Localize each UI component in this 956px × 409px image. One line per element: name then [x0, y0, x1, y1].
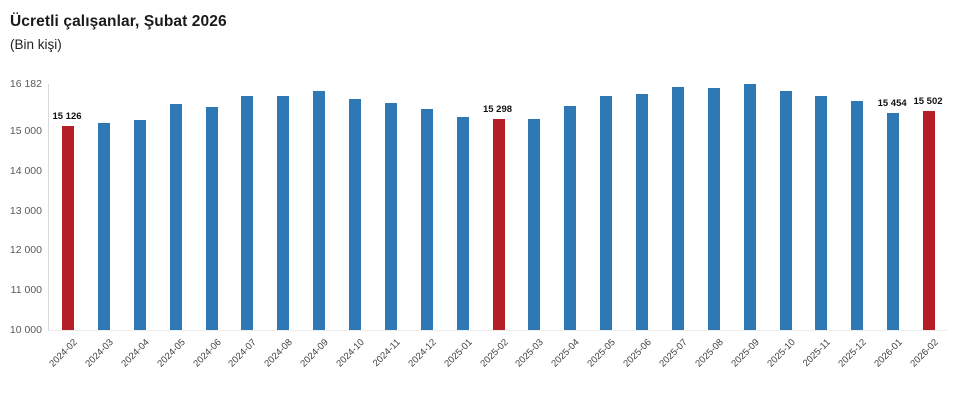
- y-tick-label: 16 182: [9, 78, 42, 90]
- bar-2025-04: [564, 105, 577, 330]
- bar-2025-07: [671, 87, 684, 330]
- bar-2026-02: [923, 111, 935, 330]
- bar-2025-10: [779, 90, 792, 330]
- bar-2024-10: [349, 98, 361, 330]
- bar-2024-05: [169, 103, 182, 330]
- bar-2025-08: [707, 88, 720, 330]
- y-tick-label: 11 000: [10, 284, 42, 297]
- bar-2025-01: [456, 116, 469, 330]
- bar-2025-09: [743, 84, 756, 330]
- bar-2024-02: [62, 126, 74, 330]
- bar-2024-04: [133, 119, 146, 330]
- chart-subtitle: (Bin kişi): [10, 37, 62, 52]
- bar-2025-03: [528, 118, 541, 330]
- bar-value-label: 15 298: [482, 104, 513, 116]
- bar-2025-02: [492, 119, 505, 330]
- bar-2025-06: [636, 94, 648, 330]
- bar-2024-06: [205, 107, 218, 330]
- y-tick-label: 13 000: [9, 204, 42, 217]
- plot-area: [48, 84, 947, 331]
- y-tick-label: 15 000: [9, 125, 42, 138]
- bar-value-label: 15 502: [913, 96, 943, 108]
- bar-2024-11: [384, 102, 397, 330]
- bar-2024-12: [420, 108, 433, 330]
- bar-value-label: 15 454: [877, 97, 907, 109]
- bar-value-label: 15 126: [52, 111, 82, 123]
- bar-2024-08: [277, 96, 290, 330]
- chart-title: Ücretli çalışanlar, Şubat 2026: [10, 13, 227, 30]
- y-tick-label: 12 000: [9, 244, 42, 257]
- bar-2024-03: [97, 123, 110, 330]
- bar-2025-12: [851, 100, 864, 330]
- bar-2024-07: [241, 96, 254, 330]
- y-tick-label: 14 000: [9, 164, 42, 177]
- y-tick-label: 10 000: [9, 324, 42, 336]
- bar-2026-01: [887, 112, 900, 330]
- bar-2025-11: [815, 95, 828, 330]
- bar-2025-05: [600, 96, 613, 330]
- bar-2024-09: [313, 91, 326, 330]
